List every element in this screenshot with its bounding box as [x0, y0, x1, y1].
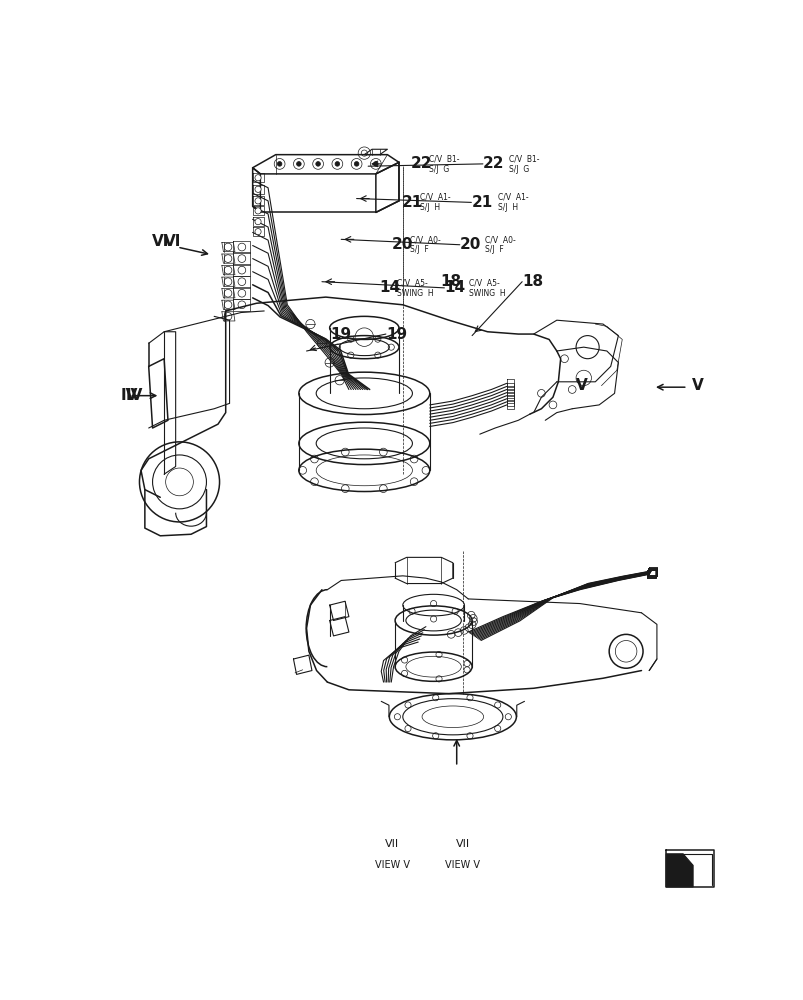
Text: VI: VI [152, 234, 169, 249]
Circle shape [316, 162, 320, 166]
Circle shape [255, 198, 261, 204]
Text: C/V  B1-
S/J  G: C/V B1- S/J G [508, 154, 539, 174]
Text: IV: IV [121, 388, 138, 403]
Text: 21: 21 [471, 195, 492, 210]
Polygon shape [666, 854, 692, 887]
Text: VII: VII [455, 839, 469, 849]
Text: VI: VI [164, 234, 181, 249]
Circle shape [373, 162, 377, 166]
Circle shape [354, 162, 358, 166]
Text: 14: 14 [379, 280, 400, 295]
Text: 22: 22 [483, 156, 503, 171]
Text: 19: 19 [385, 327, 406, 342]
Text: 18: 18 [439, 274, 460, 289]
Text: 19: 19 [330, 327, 351, 342]
Circle shape [255, 219, 261, 225]
Text: 22: 22 [410, 156, 432, 171]
Text: 20: 20 [392, 237, 413, 252]
Text: C/V  A1-
S/J  H: C/V A1- S/J H [497, 193, 528, 212]
Text: 20: 20 [459, 237, 480, 252]
Text: VII: VII [385, 839, 399, 849]
Text: VIEW V: VIEW V [445, 860, 479, 870]
Circle shape [296, 162, 301, 166]
Text: C/V  A0-
S/J  F: C/V A0- S/J F [410, 235, 440, 254]
Text: 14: 14 [444, 280, 465, 295]
Text: C/V  A0-
S/J  F: C/V A0- S/J F [484, 235, 516, 254]
Text: V: V [576, 378, 587, 393]
Text: V: V [691, 378, 703, 393]
Text: C/V  A5-
SWING  H: C/V A5- SWING H [397, 278, 434, 298]
Text: C/V  A5-
SWING  H: C/V A5- SWING H [468, 278, 505, 298]
Circle shape [277, 162, 282, 166]
Circle shape [255, 175, 261, 181]
Circle shape [255, 208, 261, 214]
Text: 21: 21 [401, 195, 422, 210]
Text: IV: IV [125, 388, 143, 403]
Circle shape [335, 162, 339, 166]
Text: C/V  B1-
S/J  G: C/V B1- S/J G [429, 154, 459, 174]
Text: 18: 18 [521, 274, 543, 289]
Circle shape [255, 229, 261, 235]
Circle shape [255, 186, 261, 192]
Text: VIEW V: VIEW V [374, 860, 410, 870]
Text: C/V  A1-
S/J  H: C/V A1- S/J H [420, 193, 450, 212]
